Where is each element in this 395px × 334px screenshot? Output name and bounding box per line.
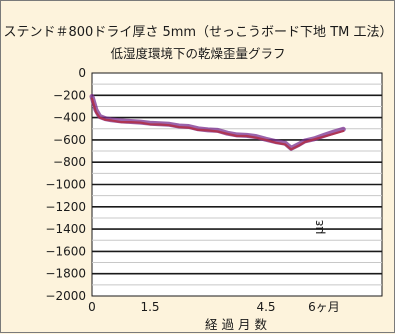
y-tick-label: −800 bbox=[53, 155, 86, 169]
x-axis-label: 経 過 月 数 bbox=[205, 317, 267, 332]
x-tick-label: 1.5 bbox=[140, 300, 159, 314]
chart-subtitle: 低湿度環境下の乾燥歪量グラフ bbox=[110, 46, 285, 61]
grid-layer bbox=[92, 83, 382, 286]
y-tick-label: −1600 bbox=[45, 244, 86, 258]
x-tick-label: 0 bbox=[88, 300, 96, 314]
x-tick-label: 4.5 bbox=[256, 300, 275, 314]
chart-title: ステンド＃800ドライ厚さ 5mm（せっこうボード下地 TM 工法） bbox=[4, 25, 393, 40]
y-tick-label: −1000 bbox=[45, 178, 86, 192]
y-tick-label: −1400 bbox=[45, 222, 86, 236]
y-tick-labels: 0 −200 −400 −600 −800 −1000 −1200 −1400 −1600 −18… bbox=[45, 66, 86, 303]
y-tick-label: 0 bbox=[78, 66, 86, 80]
series-line-2 bbox=[90, 97, 345, 151]
y-tick-label: −1200 bbox=[45, 200, 86, 214]
y-tick-label: −1800 bbox=[45, 267, 86, 281]
y-tick-label: −400 bbox=[53, 111, 86, 125]
x-tick-labels: 0 1.5 4.5 6ヶ月 bbox=[88, 300, 340, 314]
x-tick-label: 6ヶ月 bbox=[308, 300, 340, 314]
y-tick-label: −200 bbox=[53, 88, 86, 102]
y-axis-label: με bbox=[311, 220, 326, 235]
series-layer bbox=[89, 93, 346, 151]
y-tick-label: −2000 bbox=[45, 289, 86, 303]
y-tick-label: −600 bbox=[53, 133, 86, 147]
